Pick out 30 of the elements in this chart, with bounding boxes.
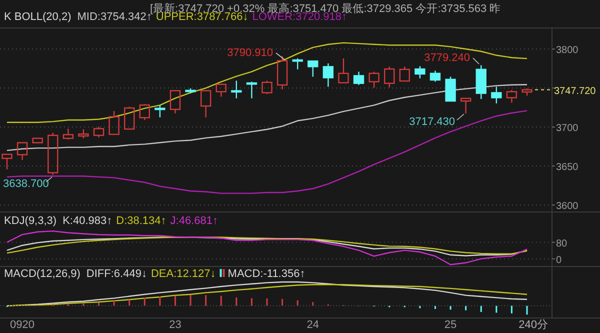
series-label: DIFF:6.449↓	[86, 268, 147, 280]
ref-line-label: 3747.720	[554, 86, 596, 97]
x-tick-label: 23	[169, 319, 182, 331]
annotation: 3790.910	[227, 47, 273, 59]
y-tick-label: 3650	[556, 162, 579, 174]
annotation: 3638.700	[3, 178, 49, 190]
chart-title: MACD(12,26,9)	[4, 268, 80, 280]
series-label: D:38.134↑	[116, 215, 166, 227]
candlestick	[322, 62, 334, 88]
x-tick-label: 25	[444, 319, 457, 331]
candlestick	[93, 126, 104, 138]
x-tick-label: 24	[306, 319, 320, 331]
series-label: K:40.983↑	[62, 215, 112, 227]
series-label: DEA:12.127↓	[150, 268, 216, 280]
annotation: 3717.430	[409, 116, 455, 128]
candlestick	[246, 81, 258, 99]
text: MID:3754.342↑	[77, 11, 152, 23]
series-label: J:46.681↑	[170, 215, 218, 227]
y-tick-label: 3700	[556, 123, 579, 134]
annotation: 3779.240	[424, 52, 470, 64]
chart-title: KDJ(9,3,3)	[4, 215, 57, 227]
y-tick-label: 3800	[556, 45, 579, 56]
y-tick-label: 0	[556, 254, 562, 266]
chart-title: K BOLL(20,2)	[4, 11, 72, 23]
legend-label: MACD:-11.356↑	[228, 268, 306, 280]
y-tick-label: 80	[556, 238, 568, 250]
x-tick-label: 0920	[10, 319, 35, 331]
line-series	[6, 230, 528, 266]
y-tick-label: 3600	[556, 201, 579, 212]
text: 240分	[518, 319, 548, 331]
